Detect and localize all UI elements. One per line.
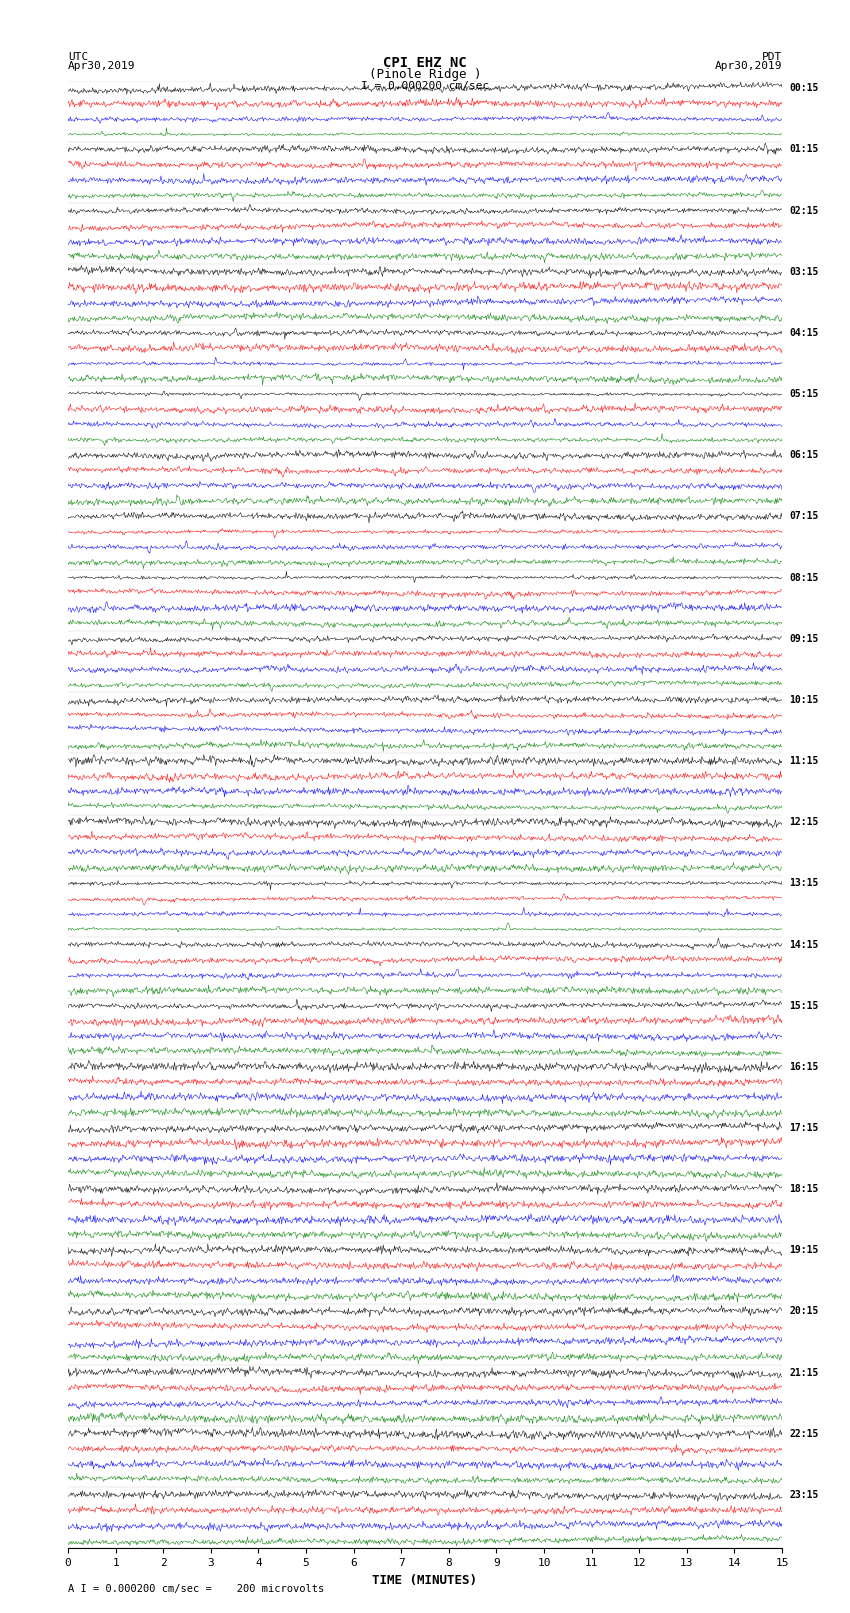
Text: Apr30,2019: Apr30,2019: [715, 61, 782, 71]
Text: 09:15: 09:15: [789, 634, 819, 644]
Text: 23:15: 23:15: [789, 1490, 819, 1500]
Text: 20:15: 20:15: [789, 1307, 819, 1316]
Text: 04:15: 04:15: [789, 327, 819, 339]
Text: 00:15: 00:15: [789, 84, 819, 94]
Text: 11:15: 11:15: [789, 756, 819, 766]
Text: UTC: UTC: [68, 52, 88, 61]
Text: A I = 0.000200 cm/sec =    200 microvolts: A I = 0.000200 cm/sec = 200 microvolts: [68, 1584, 324, 1594]
X-axis label: TIME (MINUTES): TIME (MINUTES): [372, 1574, 478, 1587]
Text: 06:15: 06:15: [789, 450, 819, 460]
Text: 12:15: 12:15: [789, 818, 819, 827]
Text: 05:15: 05:15: [789, 389, 819, 398]
Text: (Pinole Ridge ): (Pinole Ridge ): [369, 68, 481, 81]
Text: 10:15: 10:15: [789, 695, 819, 705]
Text: 02:15: 02:15: [789, 205, 819, 216]
Text: 19:15: 19:15: [789, 1245, 819, 1255]
Text: 03:15: 03:15: [789, 266, 819, 277]
Text: CPI EHZ NC: CPI EHZ NC: [383, 56, 467, 71]
Text: 15:15: 15:15: [789, 1000, 819, 1011]
Text: 18:15: 18:15: [789, 1184, 819, 1194]
Text: 14:15: 14:15: [789, 939, 819, 950]
Text: 08:15: 08:15: [789, 573, 819, 582]
Text: 07:15: 07:15: [789, 511, 819, 521]
Text: 17:15: 17:15: [789, 1123, 819, 1132]
Text: 16:15: 16:15: [789, 1061, 819, 1073]
Text: I = 0.000200 cm/sec: I = 0.000200 cm/sec: [361, 81, 489, 90]
Text: 21:15: 21:15: [789, 1368, 819, 1378]
Text: 13:15: 13:15: [789, 879, 819, 889]
Text: 22:15: 22:15: [789, 1429, 819, 1439]
Text: 01:15: 01:15: [789, 145, 819, 155]
Text: Apr30,2019: Apr30,2019: [68, 61, 135, 71]
Text: PDT: PDT: [762, 52, 782, 61]
